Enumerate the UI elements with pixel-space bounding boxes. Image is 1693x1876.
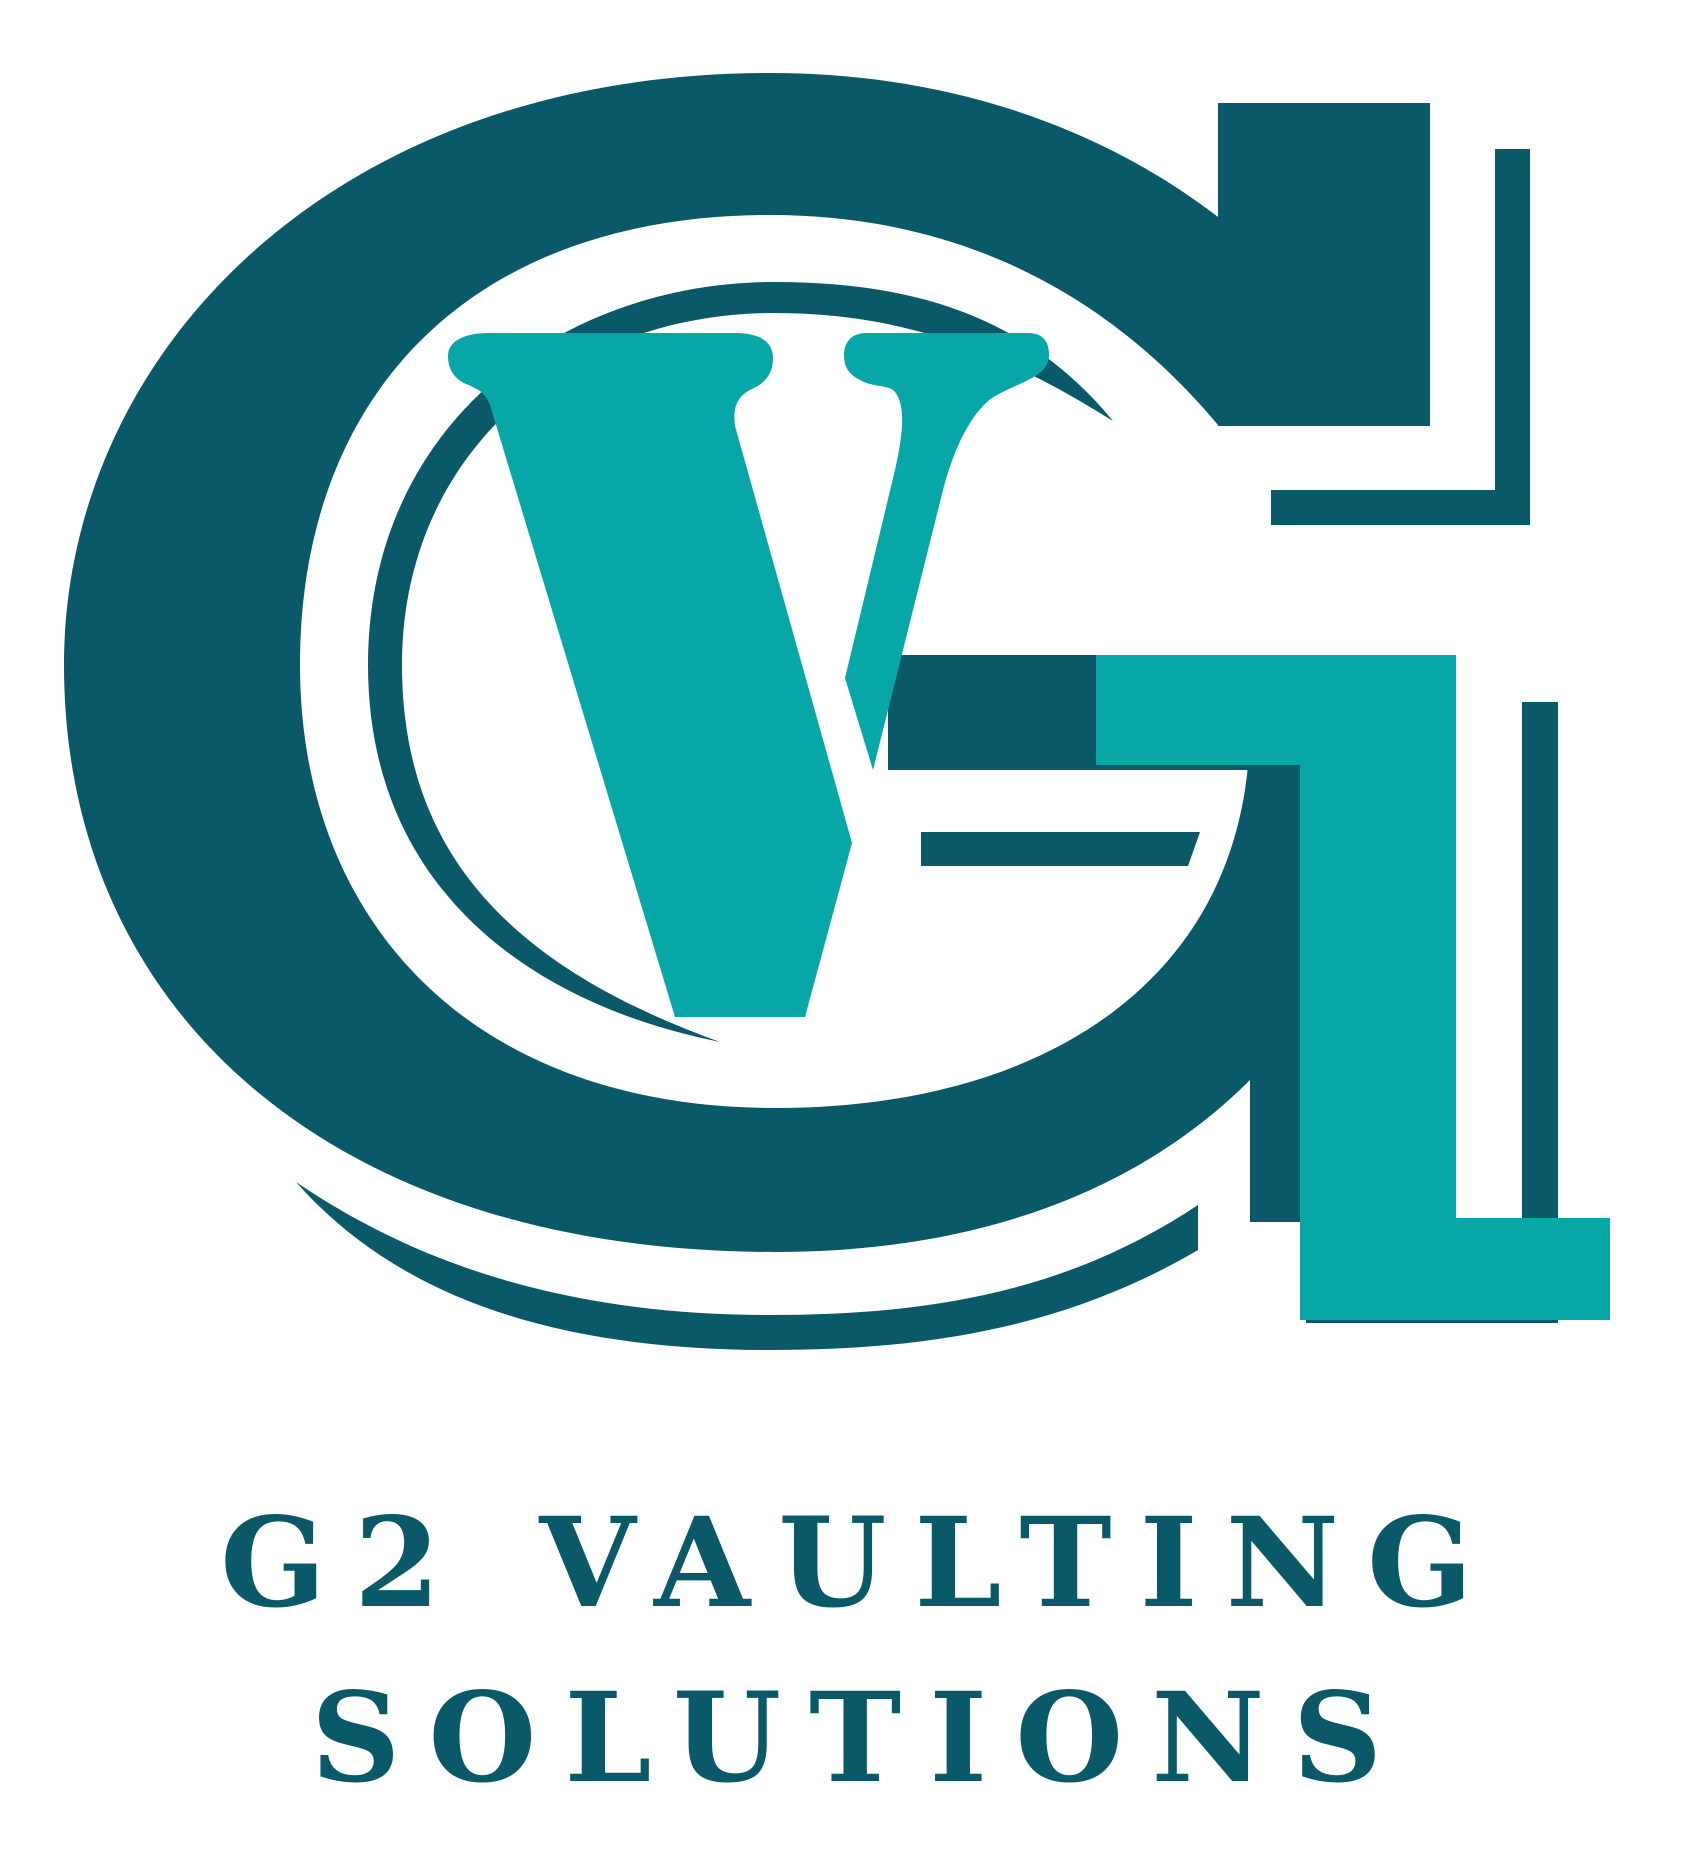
outer-g-arc (64, 73, 1300, 1252)
l-shape (1096, 655, 1610, 1320)
company-name-line-2: SOLUTIONS (310, 1666, 1411, 1811)
g-top-block (1218, 103, 1430, 426)
logo-mark (64, 73, 1610, 1350)
v-letter (448, 333, 852, 1017)
v-right-arm (844, 333, 1049, 770)
company-name-line-1: G2 VAULTING (220, 1491, 1501, 1636)
bottom-swoosh (296, 1182, 1198, 1350)
g2-vaulting-monogram-icon (64, 73, 1610, 1350)
g-crossbar-underline (921, 832, 1200, 866)
g-top-bracket (1271, 149, 1530, 525)
